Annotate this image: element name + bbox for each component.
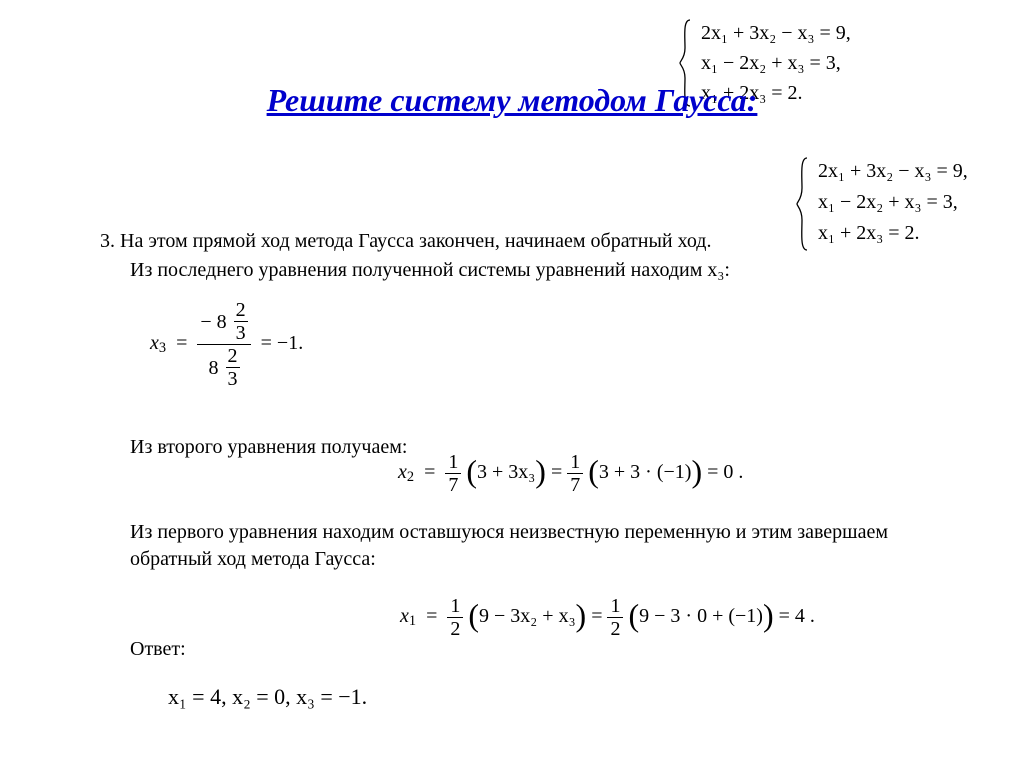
answer-label: Ответ: [130,636,186,663]
step-3-body: На этом прямой ход метода Гаусса законче… [120,230,711,252]
left-brace-icon [795,156,809,252]
equation-x2: x2 = 17 (3 + 3x₃) = 17 (3 + 3 · (−1)) = … [398,452,743,495]
system-eq1: 2x₁ + 3x₂ − x₃ = 9, [701,22,851,44]
step-5-text: Из первого уравнения находим оставшуюся … [130,519,950,573]
step-3-text: 3. На этом прямой ход метода Гаусса зако… [100,228,711,255]
system-eq2: x₁ − 2x₂ + x₃ = 3, [701,52,841,74]
system-eq1: 2x₁ + 3x₂ − x₃ = 9, [818,160,968,182]
system-equations-right: 2x₁ + 3x₂ − x₃ = 9, x₁ − 2x₂ + x₃ = 3, x… [795,156,968,252]
step-3b-text: Из последнего уравнения полученной систе… [130,257,730,284]
system-eq3: x₁ + 2x₃ = 2. [818,222,920,244]
page-title: Решите систему методом Гаусса: [0,82,1024,119]
page: 2x₁ + 3x₂ − x₃ = 9, x₁ − 2x₂ + x₃ = 3, x… [0,0,1024,768]
system-eq2: x₁ − 2x₂ + x₃ = 3, [818,191,958,213]
answer-equation: x₁ = 4, x₂ = 0, x₃ = −1. [168,684,367,710]
equation-x1: x1 = 12 (9 − 3x₂ + x₃) = 12 (9 − 3 · 0 +… [400,596,815,639]
step-number: 3. [100,230,115,252]
equation-x3: x3 = − 8 23 8 23 = −1. [150,300,303,389]
step-4-text: Из второго уравнения получаем: [130,434,407,461]
